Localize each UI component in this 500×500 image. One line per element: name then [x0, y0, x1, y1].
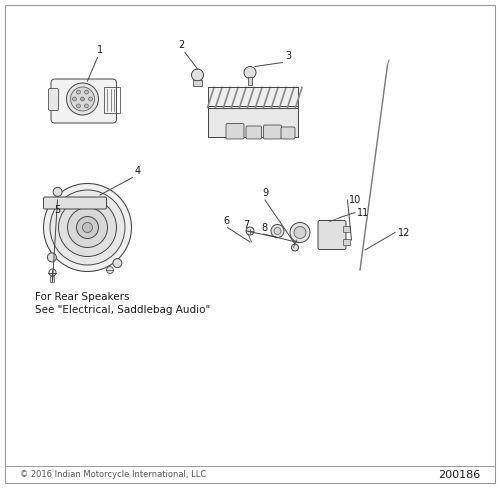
Circle shape [292, 244, 298, 251]
Text: 9: 9 [262, 188, 268, 198]
Text: 4: 4 [135, 166, 141, 176]
Circle shape [246, 227, 254, 235]
Text: 12: 12 [398, 228, 410, 237]
Circle shape [88, 97, 92, 101]
FancyBboxPatch shape [44, 197, 106, 209]
FancyBboxPatch shape [193, 80, 202, 86]
FancyBboxPatch shape [342, 239, 350, 245]
Circle shape [274, 228, 281, 234]
Text: 11: 11 [356, 208, 369, 218]
Text: 5: 5 [54, 205, 60, 215]
Circle shape [66, 83, 98, 115]
Text: For Rear Speakers: For Rear Speakers [35, 292, 130, 302]
Text: 200186: 200186 [438, 470, 480, 480]
Circle shape [58, 198, 116, 256]
Polygon shape [208, 88, 298, 138]
Circle shape [76, 216, 98, 238]
Circle shape [68, 208, 108, 248]
Circle shape [294, 226, 306, 238]
Text: See "Electrical, Saddlebag Audio": See "Electrical, Saddlebag Audio" [35, 305, 210, 315]
FancyBboxPatch shape [50, 276, 54, 281]
FancyBboxPatch shape [246, 126, 262, 139]
Circle shape [82, 222, 92, 232]
Circle shape [271, 224, 284, 237]
Text: 7: 7 [244, 220, 250, 230]
Circle shape [80, 97, 84, 101]
Circle shape [48, 253, 56, 262]
Circle shape [106, 266, 114, 274]
Circle shape [76, 104, 80, 108]
FancyBboxPatch shape [318, 220, 346, 250]
Circle shape [50, 190, 125, 265]
Text: © 2016 Indian Motorcycle International, LLC: © 2016 Indian Motorcycle International, … [20, 470, 206, 479]
Text: 1: 1 [97, 45, 103, 55]
Circle shape [84, 90, 88, 94]
Text: 2: 2 [178, 40, 184, 50]
Circle shape [44, 184, 132, 272]
Circle shape [84, 104, 88, 108]
Circle shape [290, 222, 310, 242]
FancyBboxPatch shape [48, 88, 58, 110]
Text: 6: 6 [223, 216, 229, 226]
Text: 3: 3 [285, 51, 291, 61]
FancyBboxPatch shape [248, 78, 252, 85]
FancyBboxPatch shape [51, 79, 116, 123]
Circle shape [76, 90, 80, 94]
Circle shape [244, 66, 256, 78]
FancyBboxPatch shape [226, 124, 244, 139]
Circle shape [53, 188, 62, 196]
Text: 10: 10 [349, 195, 361, 205]
FancyBboxPatch shape [264, 125, 281, 139]
FancyBboxPatch shape [208, 106, 298, 138]
Circle shape [113, 258, 122, 268]
Circle shape [70, 87, 94, 111]
Circle shape [72, 97, 76, 101]
FancyBboxPatch shape [281, 127, 295, 139]
Text: 8: 8 [262, 223, 268, 233]
Circle shape [192, 69, 203, 81]
FancyBboxPatch shape [342, 226, 350, 232]
